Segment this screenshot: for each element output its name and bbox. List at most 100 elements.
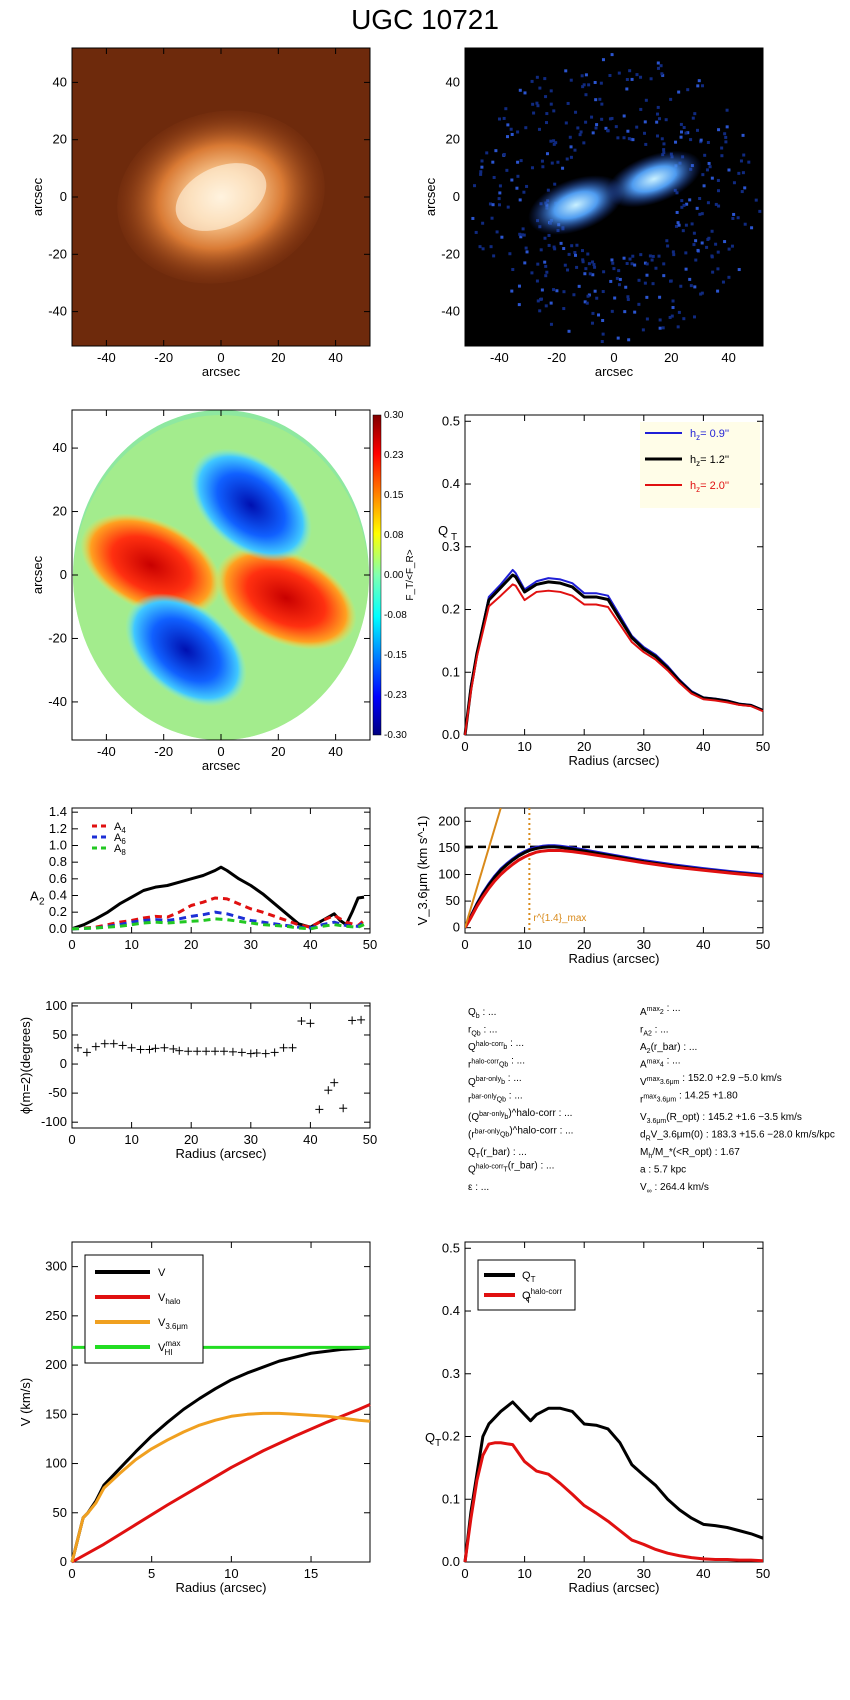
blue-noise-pixel xyxy=(635,73,639,77)
blue-noise-pixel xyxy=(536,104,540,108)
blue-noise-pixel xyxy=(519,159,523,163)
force-map-ylabel: arcsec xyxy=(30,555,45,594)
rotation_curve_top-xtick-label: 50 xyxy=(756,937,770,952)
blue-noise-pixel xyxy=(544,121,548,125)
qt_profiles-xtick-label: 10 xyxy=(517,739,531,754)
blue-noise-pixel xyxy=(545,112,549,116)
blue-noise-pixel xyxy=(727,247,731,251)
blue-noise-pixel xyxy=(665,239,669,243)
blue-noise-pixel xyxy=(593,265,597,269)
blue-noise-pixel xyxy=(694,258,698,262)
colorbar-tick-label: 0.30 xyxy=(384,410,404,421)
blue-noise-pixel xyxy=(523,261,527,265)
blue-noise-pixel xyxy=(727,275,731,279)
blue-noise-pixel xyxy=(601,58,605,62)
blue-noise-pixel xyxy=(543,236,547,240)
rotation_curve_top-ytick-label: 50 xyxy=(446,893,460,908)
blue-noise-pixel xyxy=(644,98,648,102)
blue-noise-pixel xyxy=(480,165,484,169)
blue-noise-pixel xyxy=(536,262,540,266)
rotation_curve_bottom-xtick-label: 0 xyxy=(68,1566,75,1581)
image_blue-xtick-label: 20 xyxy=(664,350,678,365)
blue-noise-pixel xyxy=(614,125,618,129)
fourier_amplitudes-ytick-label: 1.2 xyxy=(49,821,67,836)
blue-noise-pixel xyxy=(582,141,586,145)
blue-noise-pixel xyxy=(690,222,694,226)
image_orange-image xyxy=(72,48,370,346)
blue-noise-pixel xyxy=(702,184,706,188)
image_blue-ytick-label: 40 xyxy=(446,74,460,89)
colorbar-tick-label: 0.00 xyxy=(384,570,404,581)
qt-halo-legend-box xyxy=(477,1259,576,1311)
blue-noise-pixel xyxy=(743,222,747,226)
blue-noise-pixel xyxy=(743,186,747,190)
blue-noise-pixel xyxy=(597,313,601,317)
blue-noise-pixel xyxy=(643,131,647,135)
blue-noise-pixel xyxy=(497,197,501,201)
blue-noise-pixel xyxy=(750,226,754,230)
blue-noise-pixel xyxy=(504,107,508,111)
blue-noise-pixel xyxy=(590,321,594,325)
blue-noise-pixel xyxy=(544,95,548,99)
blue-noise-pixel xyxy=(562,247,566,251)
qt_halo-xlabel: Radius (arcsec) xyxy=(568,1580,659,1595)
force_ratio_map-ytick-label: 40 xyxy=(53,440,67,455)
blue-noise-pixel xyxy=(649,77,653,81)
blue-noise-pixel xyxy=(694,239,698,243)
rotation_curve_bottom-xtick-label: 10 xyxy=(224,1566,238,1581)
blue-noise-pixel xyxy=(699,138,703,142)
blue-noise-pixel xyxy=(559,241,563,245)
blue-noise-pixel xyxy=(577,284,581,288)
phase-point xyxy=(193,1047,202,1056)
blue-noise-pixel xyxy=(721,280,725,284)
rc-top-annotation: r^{1.4}_max xyxy=(533,913,586,924)
blue-noise-pixel xyxy=(739,159,743,163)
blue-noise-pixel xyxy=(645,317,649,321)
blue-noise-pixel xyxy=(552,109,556,113)
parameter-left-row: Qbar-onlyb : ... xyxy=(468,1073,522,1088)
blue-noise-pixel xyxy=(602,270,606,274)
colorbar-label: F_T/<F_R> xyxy=(405,549,416,600)
phase-point xyxy=(228,1047,237,1056)
phase_profile-xtick-label: 30 xyxy=(244,1132,258,1147)
blue-noise-pixel xyxy=(595,123,599,127)
blue-noise-pixel xyxy=(627,137,631,141)
blue-noise-pixel xyxy=(717,189,721,193)
blue-noise-pixel xyxy=(509,127,513,131)
blue-noise-pixel xyxy=(506,205,510,209)
blue-noise-pixel xyxy=(656,105,660,109)
blue-noise-pixel xyxy=(643,261,647,265)
phase-point xyxy=(348,1016,357,1025)
blue-noise-pixel xyxy=(491,203,495,207)
blue-noise-pixel xyxy=(731,216,735,220)
blue-noise-pixel xyxy=(624,285,628,289)
phase-point xyxy=(237,1048,246,1057)
fourier-ylabel: A xyxy=(30,889,39,904)
blue-noise-pixel xyxy=(580,249,584,253)
blue-noise-pixel xyxy=(609,279,613,283)
blue-noise-pixel xyxy=(633,263,637,267)
rotation_curve_top-xtick-label: 30 xyxy=(637,937,651,952)
blue-noise-pixel xyxy=(594,98,598,102)
colorbar-tick-label: 0.15 xyxy=(384,490,404,501)
parameter-list: Qb : ... rQb : ...Qhalo-corrb : ... rhalo-… xyxy=(468,1003,835,1195)
blue-noise-pixel xyxy=(669,279,673,283)
blue-noise-pixel xyxy=(679,284,683,288)
blue-noise-pixel xyxy=(627,338,631,342)
blue-noise-pixel xyxy=(549,102,553,106)
blue-noise-pixel xyxy=(699,292,703,296)
phase-point xyxy=(127,1043,136,1052)
phase_profile-xtick-label: 10 xyxy=(124,1132,138,1147)
blue-noise-pixel xyxy=(530,166,534,170)
rotation_curve_bottom-xtick-label: 15 xyxy=(304,1566,318,1581)
blue-noise-pixel xyxy=(629,137,633,141)
qt-ylabel-sub: T xyxy=(451,532,457,543)
blue-noise-pixel xyxy=(737,171,741,175)
blue-noise-pixel xyxy=(732,181,736,185)
blue-noise-pixel xyxy=(568,135,572,139)
blue-noise-pixel xyxy=(710,254,714,258)
colorbar-tick-label: -0.08 xyxy=(384,610,407,621)
qt-legend-label: hz= 2.0'' xyxy=(690,480,729,494)
fourier_amplitudes-xtick-label: 40 xyxy=(303,937,317,952)
rc-bottom-v36m-line xyxy=(70,1411,371,1563)
